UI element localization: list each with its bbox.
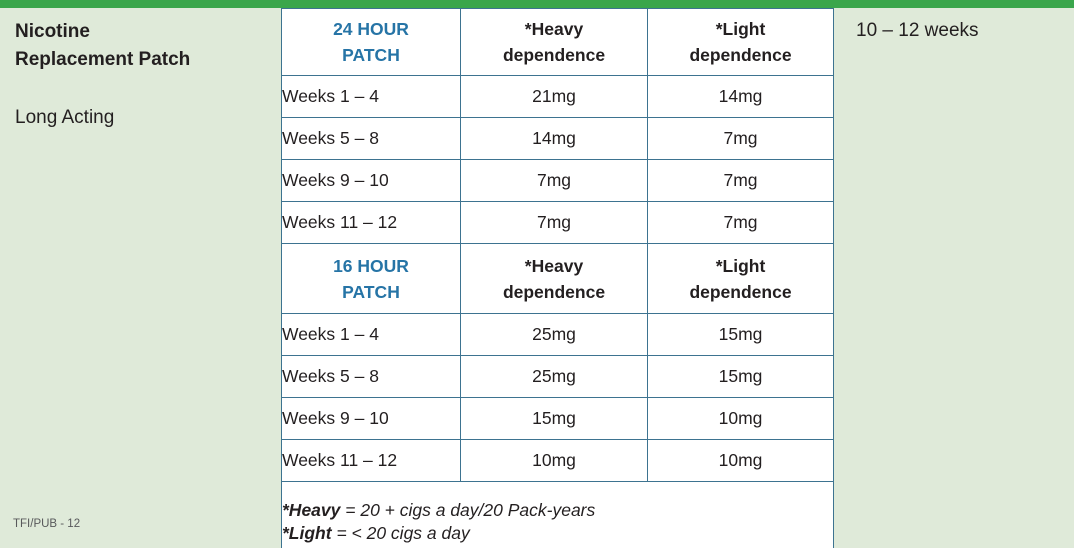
week-range-cell: Weeks 9 – 10 [281,397,461,440]
table-row: Weeks 9 – 10 7mg 7mg [281,159,834,202]
table-row: Weeks 11 – 12 10mg 10mg [281,439,834,482]
footnote-light: *Light = < 20 cigs a day [282,522,833,545]
heavy-dose-cell: 10mg [460,439,648,482]
therapy-title-line2: Replacement Patch [15,49,191,70]
light-header-line2: dependence [689,45,792,65]
light-dependence-header: *Light dependence [647,8,834,76]
heavy-header-line2: dependence [502,281,606,302]
heavy-dependence-header: *Heavy dependence [460,8,648,76]
table-row: Weeks 1 – 4 25mg 15mg [281,313,834,356]
week-range-cell: Weeks 11 – 12 [281,439,461,482]
heavy-header-line2: dependence [502,45,606,65]
patch-type-header-24hr: 24 HOUR PATCH [281,8,461,76]
table-row: Weeks 9 – 10 15mg 10mg [281,397,834,440]
therapy-title-line1: Nicotine [15,21,90,42]
heavy-header-line1: *Heavy [524,255,584,276]
therapy-title: Nicotine Replacement Patch [15,18,265,74]
week-range-cell: Weeks 5 – 8 [281,117,461,160]
footnote-heavy: *Heavy = 20 + cigs a day/20 Pack-years [282,499,833,522]
heavy-dose-cell: 15mg [460,397,648,440]
heavy-dose-cell: 7mg [460,201,648,244]
heavy-dose-cell: 21mg [460,75,648,118]
week-range-cell: Weeks 1 – 4 [281,313,461,356]
week-range-cell: Weeks 1 – 4 [281,75,461,118]
footnote-heavy-text: = 20 + cigs a day/20 Pack-years [340,500,596,520]
table-row: Weeks 5 – 8 25mg 15mg [281,355,834,398]
table-row: Weeks 5 – 8 14mg 7mg [281,117,834,160]
footnote-cell: *Heavy = 20 + cigs a day/20 Pack-years *… [281,481,834,548]
document-code: TFI/PUB - 12 [13,518,81,530]
patch-type-header-16hr: 16 HOUR PATCH [281,243,461,314]
row-label-panel: Nicotine Replacement Patch Long Acting [15,18,265,130]
light-dose-cell: 7mg [647,201,834,244]
light-dose-cell: 15mg [647,313,834,356]
light-dependence-header: *Light dependence [647,243,834,314]
heavy-dependence-header: *Heavy dependence [460,243,648,314]
patch-type-line2: PATCH [342,45,400,65]
top-accent-bar [0,0,1074,8]
light-dose-cell: 10mg [647,439,834,482]
light-dose-cell: 7mg [647,117,834,160]
heavy-dose-cell: 7mg [460,159,648,202]
light-dose-cell: 10mg [647,397,834,440]
patch-type-line1: 16 HOUR [333,255,409,276]
heavy-dose-cell: 25mg [460,355,648,398]
week-range-cell: Weeks 5 – 8 [281,355,461,398]
light-header-line1: *Light [715,19,766,39]
heavy-header-line1: *Heavy [524,19,584,39]
light-dose-cell: 15mg [647,355,834,398]
heavy-dose-cell: 25mg [460,313,648,356]
footnote-heavy-term: *Heavy [282,500,341,520]
table-header-row-16hr: 16 HOUR PATCH *Heavy dependence *Light d… [281,243,834,314]
light-dose-cell: 14mg [647,75,834,118]
therapy-subtitle: Long Acting [15,107,115,128]
table-row: Weeks 1 – 4 21mg 14mg [281,75,834,118]
heavy-dose-cell: 14mg [460,117,648,160]
table-row: Weeks 11 – 12 7mg 7mg [281,201,834,244]
footnote-light-text: = < 20 cigs a day [331,523,470,543]
table-header-row-24hr: 24 HOUR PATCH *Heavy dependence *Light d… [281,8,834,76]
footnote-row: *Heavy = 20 + cigs a day/20 Pack-years *… [281,481,834,548]
week-range-cell: Weeks 11 – 12 [281,201,461,244]
footnote-light-term: *Light [282,523,332,543]
light-header-line2: dependence [689,281,792,302]
patch-type-line1: 24 HOUR [333,19,409,39]
light-header-line1: *Light [715,255,766,276]
light-dose-cell: 7mg [647,159,834,202]
duration-label: 10 – 12 weeks [856,20,979,41]
dosing-table: 24 HOUR PATCH *Heavy dependence *Light d… [281,8,834,548]
patch-type-line2: PATCH [342,281,400,302]
dosing-table-container: 24 HOUR PATCH *Heavy dependence *Light d… [281,8,834,548]
week-range-cell: Weeks 9 – 10 [281,159,461,202]
